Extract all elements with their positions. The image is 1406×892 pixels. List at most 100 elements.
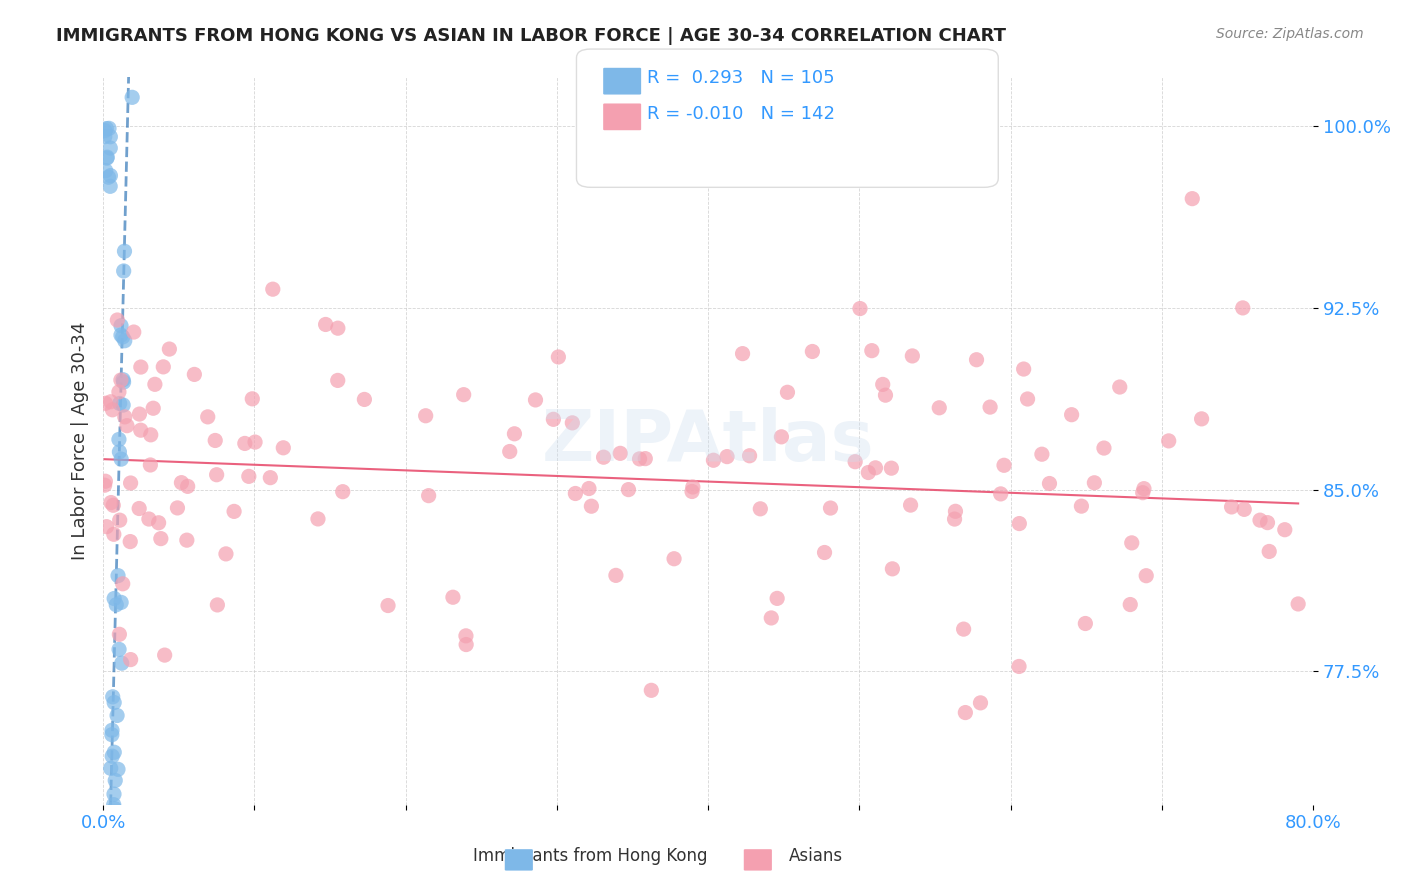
Point bbox=[103, 745, 125, 759]
Point bbox=[801, 344, 824, 359]
Point bbox=[844, 455, 866, 469]
Point bbox=[111, 656, 134, 670]
Point bbox=[1274, 523, 1296, 537]
Point bbox=[849, 301, 872, 316]
Point bbox=[415, 409, 437, 423]
Point bbox=[100, 394, 122, 409]
Point bbox=[326, 373, 349, 387]
Point bbox=[143, 377, 166, 392]
Point bbox=[1031, 447, 1053, 461]
Text: IMMIGRANTS FROM HONG KONG VS ASIAN IN LABOR FORCE | AGE 30-34 CORRELATION CHART: IMMIGRANTS FROM HONG KONG VS ASIAN IN LA… bbox=[56, 27, 1007, 45]
Point bbox=[103, 801, 125, 815]
Point bbox=[170, 475, 193, 490]
Point bbox=[332, 484, 354, 499]
Point bbox=[108, 627, 131, 641]
Point bbox=[148, 516, 170, 530]
Point bbox=[860, 343, 883, 358]
Point bbox=[153, 648, 176, 662]
Text: ZIPAtlas: ZIPAtlas bbox=[541, 407, 875, 475]
Point bbox=[738, 449, 761, 463]
Point bbox=[238, 469, 260, 483]
Point bbox=[222, 504, 245, 518]
Point bbox=[128, 407, 150, 421]
Point bbox=[142, 401, 165, 416]
Point bbox=[240, 392, 263, 406]
Point bbox=[112, 398, 135, 412]
Point bbox=[96, 519, 118, 533]
Point bbox=[101, 728, 124, 742]
Point bbox=[112, 373, 135, 387]
Point bbox=[108, 642, 131, 657]
Point bbox=[326, 321, 349, 335]
Point bbox=[592, 450, 614, 465]
Point bbox=[662, 551, 685, 566]
Point bbox=[129, 423, 152, 437]
Point bbox=[98, 121, 121, 136]
Point bbox=[108, 396, 131, 410]
Text: Asians: Asians bbox=[789, 847, 842, 865]
Point bbox=[1074, 616, 1097, 631]
Point bbox=[617, 483, 640, 497]
Point bbox=[1119, 598, 1142, 612]
Text: R =  0.293   N = 105: R = 0.293 N = 105 bbox=[647, 70, 834, 87]
Point bbox=[107, 762, 129, 776]
Point bbox=[943, 512, 966, 526]
Point bbox=[243, 435, 266, 450]
Point bbox=[157, 342, 180, 356]
Point bbox=[581, 500, 603, 514]
Point bbox=[108, 445, 131, 459]
Point bbox=[108, 384, 131, 399]
Point bbox=[1333, 676, 1355, 690]
Point bbox=[681, 484, 703, 499]
Point bbox=[1060, 408, 1083, 422]
Point bbox=[183, 368, 205, 382]
Point bbox=[499, 444, 522, 458]
Point bbox=[101, 690, 124, 704]
Point bbox=[110, 595, 132, 609]
Point bbox=[101, 749, 124, 764]
Point bbox=[1249, 513, 1271, 527]
Point bbox=[149, 532, 172, 546]
Point bbox=[96, 150, 118, 164]
Point bbox=[114, 334, 136, 348]
Point bbox=[1232, 301, 1254, 315]
Point bbox=[105, 313, 128, 327]
Point bbox=[233, 436, 256, 450]
Point bbox=[129, 360, 152, 375]
Point bbox=[115, 418, 138, 433]
Point bbox=[111, 330, 134, 344]
Point bbox=[945, 504, 967, 518]
Point bbox=[682, 480, 704, 494]
Point bbox=[97, 170, 120, 185]
Point bbox=[770, 430, 793, 444]
Point bbox=[640, 683, 662, 698]
Point bbox=[307, 512, 329, 526]
Point bbox=[108, 433, 131, 447]
Point bbox=[110, 328, 132, 343]
Point bbox=[101, 402, 124, 417]
Text: Immigrants from Hong Kong: Immigrants from Hong Kong bbox=[474, 847, 707, 865]
Point bbox=[1008, 516, 1031, 531]
Point bbox=[204, 434, 226, 448]
Point bbox=[103, 498, 125, 512]
Point bbox=[1258, 544, 1281, 558]
Point bbox=[749, 501, 772, 516]
Point bbox=[259, 470, 281, 484]
Point bbox=[454, 629, 477, 643]
Point bbox=[1256, 516, 1278, 530]
Point bbox=[98, 129, 121, 144]
Point bbox=[731, 346, 754, 360]
Point bbox=[1083, 475, 1105, 490]
Point bbox=[120, 534, 142, 549]
Point bbox=[966, 352, 988, 367]
Point bbox=[952, 622, 974, 636]
Point bbox=[271, 441, 294, 455]
Point bbox=[543, 412, 565, 426]
Point bbox=[453, 387, 475, 401]
Point bbox=[564, 486, 586, 500]
Point bbox=[547, 350, 569, 364]
Point bbox=[1070, 499, 1092, 513]
Point bbox=[875, 388, 897, 402]
Point bbox=[1135, 568, 1157, 582]
Point bbox=[524, 392, 547, 407]
